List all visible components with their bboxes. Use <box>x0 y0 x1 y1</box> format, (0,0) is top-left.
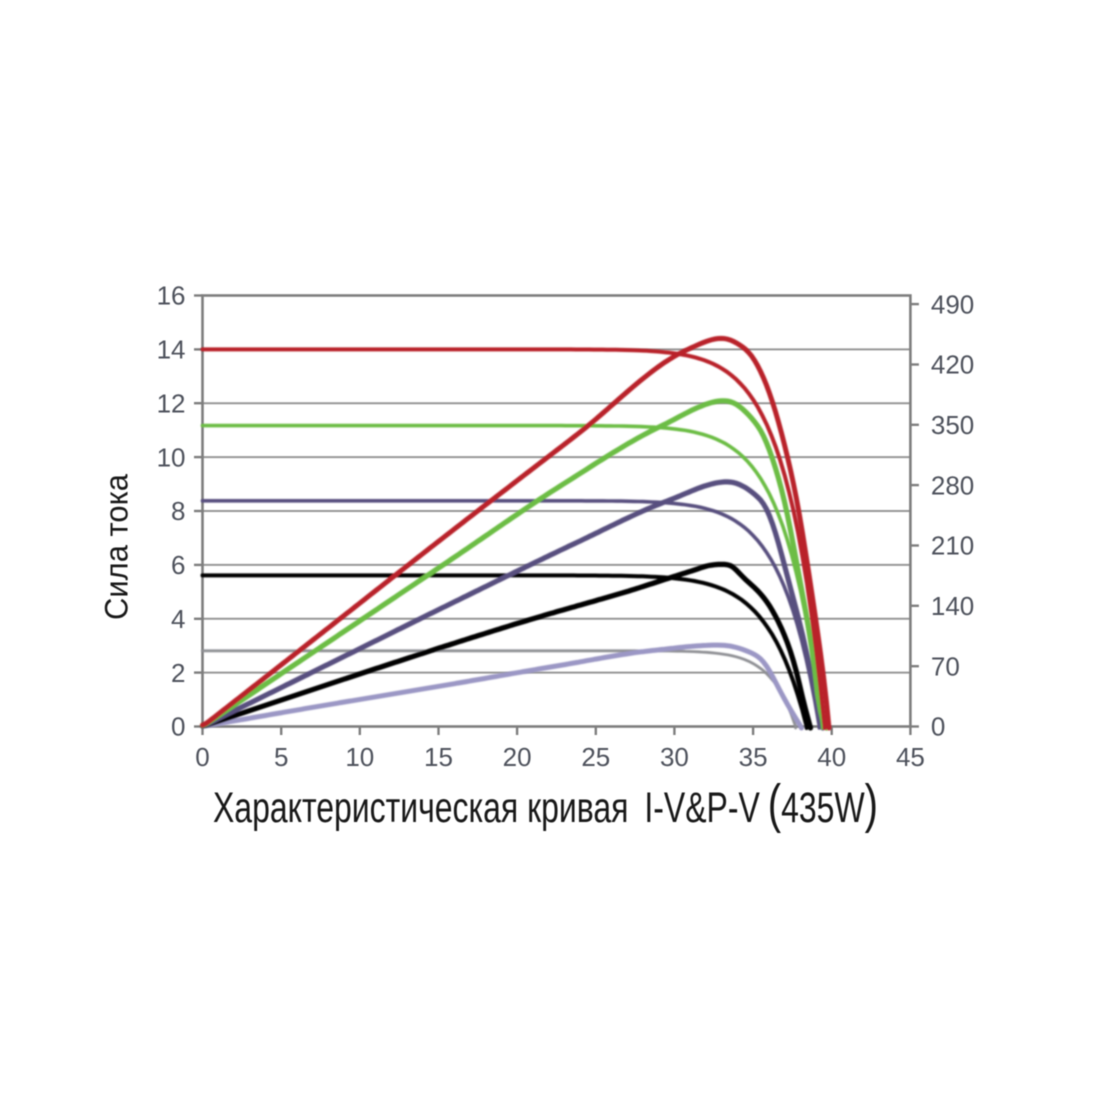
svg-text:6: 6 <box>171 550 185 580</box>
svg-text:16: 16 <box>157 281 186 311</box>
svg-text:5: 5 <box>274 742 288 772</box>
svg-text:Характеристическая кривая I-V&: Характеристическая кривая I-V&P-V (435W) <box>213 774 878 834</box>
svg-text:2: 2 <box>171 658 185 688</box>
svg-text:420: 420 <box>931 350 974 380</box>
svg-text:210: 210 <box>931 531 974 561</box>
svg-text:140: 140 <box>931 591 974 621</box>
svg-text:15: 15 <box>424 742 453 772</box>
svg-text:30: 30 <box>660 742 689 772</box>
svg-text:490: 490 <box>931 289 974 319</box>
svg-text:8: 8 <box>171 496 185 526</box>
svg-text:10: 10 <box>345 742 374 772</box>
svg-text:0: 0 <box>931 712 945 742</box>
svg-text:280: 280 <box>931 470 974 500</box>
svg-text:40: 40 <box>817 742 846 772</box>
svg-text:10: 10 <box>157 442 186 472</box>
svg-text:14: 14 <box>157 335 186 365</box>
svg-text:12: 12 <box>157 388 186 418</box>
svg-text:35: 35 <box>739 742 768 772</box>
svg-text:350: 350 <box>931 410 974 440</box>
svg-text:Сила тока: Сила тока <box>98 474 134 620</box>
svg-text:0: 0 <box>195 742 209 772</box>
svg-text:4: 4 <box>171 604 185 634</box>
svg-text:25: 25 <box>581 742 610 772</box>
svg-text:45: 45 <box>896 742 925 772</box>
svg-text:70: 70 <box>931 651 960 681</box>
svg-text:0: 0 <box>171 712 185 742</box>
svg-text:20: 20 <box>503 742 532 772</box>
